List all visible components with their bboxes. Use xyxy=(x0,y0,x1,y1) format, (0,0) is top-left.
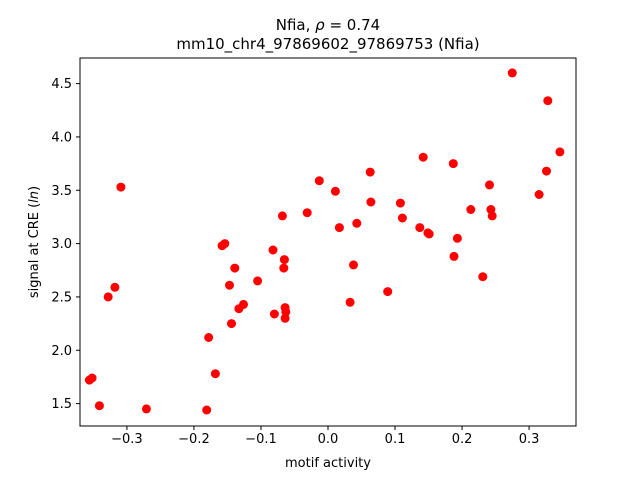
x-tick-label: −0.1 xyxy=(245,432,277,447)
data-point xyxy=(383,287,393,297)
data-point xyxy=(543,96,553,106)
data-point xyxy=(487,211,497,221)
data-point xyxy=(542,166,551,176)
data-point xyxy=(345,297,355,307)
data-point xyxy=(220,239,230,249)
data-point xyxy=(277,211,287,221)
data-point xyxy=(365,167,375,177)
y-tick-label: 1.5 xyxy=(51,397,72,412)
data-point xyxy=(94,401,104,411)
data-point xyxy=(507,68,517,78)
data-point xyxy=(110,282,120,292)
data-point xyxy=(227,319,236,329)
x-tick-label: −0.2 xyxy=(178,432,210,447)
data-point xyxy=(334,223,344,233)
x-tick-label: 0.0 xyxy=(318,432,339,447)
data-point xyxy=(210,369,220,379)
y-axis-ticks: 1.5 2.0 2.5 3.0 3.5 4.0 4.5 xyxy=(51,77,80,412)
x-tick-label: 0.2 xyxy=(452,432,473,447)
data-point xyxy=(478,272,488,282)
data-point xyxy=(302,208,312,218)
data-point xyxy=(103,292,113,302)
data-point xyxy=(452,233,462,243)
data-point xyxy=(448,159,458,169)
data-point xyxy=(268,245,278,255)
y-axis-label: signal at CRE (ln) xyxy=(27,186,42,298)
data-points xyxy=(84,68,565,415)
data-point xyxy=(349,260,358,270)
data-point xyxy=(330,186,340,196)
data-point xyxy=(87,373,97,383)
data-point xyxy=(449,251,459,261)
data-point xyxy=(230,263,240,273)
data-point xyxy=(225,280,234,290)
chart-title-line2: mm10_chr4_97869602_97869753 (Nfia) xyxy=(176,35,479,54)
data-point xyxy=(269,309,279,319)
data-point xyxy=(116,182,126,192)
data-point xyxy=(418,152,428,162)
data-point xyxy=(366,197,376,207)
data-point xyxy=(204,333,214,342)
x-axis-ticks: −0.3 −0.2 −0.1 0.0 0.1 0.2 0.3 xyxy=(111,426,539,447)
y-tick-label: 4.0 xyxy=(51,130,72,145)
x-tick-label: −0.3 xyxy=(111,432,143,447)
x-tick-label: 0.3 xyxy=(519,432,540,447)
data-point xyxy=(279,263,289,273)
y-tick-label: 3.0 xyxy=(51,237,72,252)
plot-frame xyxy=(79,57,577,427)
data-point xyxy=(314,176,324,186)
data-point xyxy=(239,299,248,309)
x-tick-label: 0.1 xyxy=(385,432,406,447)
y-tick-label: 2.5 xyxy=(51,290,72,305)
y-tick-label: 2.0 xyxy=(51,344,72,359)
data-point xyxy=(555,147,565,157)
data-point xyxy=(279,255,289,265)
data-point xyxy=(466,205,476,214)
x-axis-label: motif activity xyxy=(285,456,371,471)
data-point xyxy=(424,229,434,239)
chart-title-line1: Nfia, ρ = 0.74 xyxy=(276,16,380,34)
y-tick-label: 3.5 xyxy=(51,184,72,199)
data-point xyxy=(253,276,263,286)
data-point xyxy=(415,223,425,233)
data-point xyxy=(202,405,212,415)
y-tick-label: 4.5 xyxy=(51,77,72,92)
data-point xyxy=(485,180,494,190)
data-point xyxy=(352,218,362,228)
data-point xyxy=(141,404,151,414)
data-point xyxy=(534,190,544,199)
data-point xyxy=(281,307,291,317)
data-point xyxy=(395,198,405,208)
data-point xyxy=(397,213,407,223)
